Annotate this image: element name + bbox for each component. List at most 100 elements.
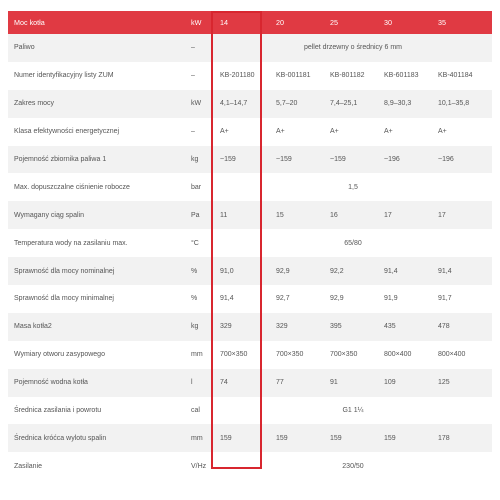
value-cell: 91,0: [214, 257, 270, 286]
row-label: Zasilanie: [8, 452, 185, 481]
table-row: Pojemność zbiornika paliwa 1 kg ~159 ~159 ~1…: [8, 145, 492, 174]
table-row: Max. dopuszczalne ciśnienie robocze bar 1,…: [8, 173, 492, 202]
row-unit: %: [185, 285, 214, 313]
value-cell: 395: [324, 312, 378, 341]
row-unit: mm: [185, 340, 214, 369]
table-row: Zakres mocy kW 4,1–14,7 5,7–20 7,4–25,1 8,9–3…: [8, 89, 492, 118]
value-cell: 329: [214, 312, 270, 341]
row-label: Masa kotła2: [8, 312, 185, 341]
table-row: Średnica króćca wylotu spalin mm 159 159 159…: [8, 424, 492, 453]
value-cell: 800×400: [378, 340, 432, 369]
value-cell: KB-601183: [378, 61, 432, 90]
table-row: Pojemność wodna kotła l 74 77 91 109 125: [8, 368, 492, 397]
row-unit: kW: [185, 89, 214, 118]
value-cell: 91,7: [432, 285, 492, 313]
boiler-spec-table: Moc kotła kW 14 20 25 30 35 Paliwo – pellet drze…: [8, 11, 492, 481]
merged-value: 65/80: [214, 229, 492, 258]
table-row: Temperatura wody na zasilaniu max. °C 65/8…: [8, 229, 492, 258]
table-row: Wymagany ciąg spalin Pa 11 15 16 17 17: [8, 201, 492, 230]
value-cell: 700×350: [214, 340, 270, 369]
row-unit: Pa: [185, 201, 214, 230]
row-label: Średnica króćca wylotu spalin: [8, 424, 185, 453]
value-cell: 700×350: [324, 340, 378, 369]
value-cell: KB-001181: [270, 61, 324, 90]
merged-value: pellet drzewny o średnicy 6 mm: [214, 34, 492, 62]
row-label: Sprawność dla mocy minimalnej: [8, 285, 185, 313]
value-cell: ~159: [270, 145, 324, 174]
value-cell: 77: [270, 368, 324, 397]
value-cell: 91,4: [432, 257, 492, 286]
value-cell: 92,7: [270, 285, 324, 313]
row-label: Numer identyfikacyjny listy ZUM: [8, 61, 185, 90]
value-cell: A+: [432, 117, 492, 146]
row-unit: l: [185, 368, 214, 397]
value-cell: ~159: [214, 145, 270, 174]
row-unit: –: [185, 117, 214, 146]
row-label: Wymiary otworu zasypowego: [8, 340, 185, 369]
row-unit: bar: [185, 173, 214, 202]
header-unit: kW: [185, 11, 214, 34]
row-unit: V/Hz: [185, 452, 214, 481]
value-cell: 92,9: [324, 285, 378, 313]
value-cell: 7,4–25,1: [324, 89, 378, 118]
value-cell: 11: [214, 201, 270, 230]
table-row: Sprawność dla mocy nominalnej% 91,0 92,9 92…: [8, 257, 492, 286]
value-cell: 700×350: [270, 340, 324, 369]
value-cell: 92,9: [270, 257, 324, 286]
row-unit: –: [185, 61, 214, 90]
row-label: Zakres mocy: [8, 89, 185, 118]
value-cell: A+: [324, 117, 378, 146]
table-header-row: Moc kotła kW 14 20 25 30 35: [8, 11, 492, 34]
value-cell: KB-201180: [214, 61, 270, 90]
value-cell: ~196: [432, 145, 492, 174]
row-unit: cal: [185, 396, 214, 425]
value-cell: 109: [378, 368, 432, 397]
header-power-25: 25: [324, 11, 378, 34]
header-power-14: 14: [214, 11, 270, 34]
row-label: Wymagany ciąg spalin: [8, 201, 185, 230]
value-cell: 91,4: [378, 257, 432, 286]
value-cell: 159: [214, 424, 270, 453]
value-cell: 159: [378, 424, 432, 453]
value-cell: 10,1–35,8: [432, 89, 492, 118]
value-cell: KB-401184: [432, 61, 492, 90]
value-cell: 8,9–30,3: [378, 89, 432, 118]
table-row: Średnica zasilania i powrotu cal G1 1¼: [8, 396, 492, 425]
header-power-20: 20: [270, 11, 324, 34]
row-label: Paliwo: [8, 34, 185, 62]
value-cell: A+: [378, 117, 432, 146]
header-parameter: Moc kotła: [8, 11, 185, 34]
table-row: Klasa efektywności energetycznej – A+ A+ A+ A…: [8, 117, 492, 146]
value-cell: 91,4: [214, 285, 270, 313]
table-row: Paliwo – pellet drzewny o średnicy 6 mm: [8, 34, 492, 62]
value-cell: 91: [324, 368, 378, 397]
value-cell: 91,9: [378, 285, 432, 313]
row-label: Temperatura wody na zasilaniu max.: [8, 229, 185, 258]
merged-value: 230/50: [214, 452, 492, 481]
value-cell: 16: [324, 201, 378, 230]
table-row: Sprawność dla mocy minimalnej% 91,4 92,7 92…: [8, 285, 492, 313]
row-unit: %: [185, 257, 214, 286]
value-cell: 435: [378, 312, 432, 341]
value-cell: 15: [270, 201, 324, 230]
row-unit: –: [185, 34, 214, 62]
row-label: Klasa efektywności energetycznej: [8, 117, 185, 146]
row-label: Pojemność zbiornika paliwa 1: [8, 145, 185, 174]
value-cell: ~196: [378, 145, 432, 174]
value-cell: 478: [432, 312, 492, 341]
merged-value: 1,5: [214, 173, 492, 202]
table-row: Zasilanie V/Hz 230/50: [8, 452, 492, 481]
value-cell: 17: [432, 201, 492, 230]
value-cell: A+: [214, 117, 270, 146]
header-power-35: 35: [432, 11, 492, 34]
value-cell: 159: [270, 424, 324, 453]
row-unit: mm: [185, 424, 214, 453]
value-cell: 159: [324, 424, 378, 453]
row-label: Pojemność wodna kotła: [8, 368, 185, 397]
table-row: Masa kotła2 kg 329 329 395 435 478: [8, 312, 492, 341]
value-cell: 329: [270, 312, 324, 341]
row-label: Sprawność dla mocy nominalnej: [8, 257, 185, 286]
value-cell: A+: [270, 117, 324, 146]
row-label: Max. dopuszczalne ciśnienie robocze: [8, 173, 185, 202]
value-cell: 4,1–14,7: [214, 89, 270, 118]
